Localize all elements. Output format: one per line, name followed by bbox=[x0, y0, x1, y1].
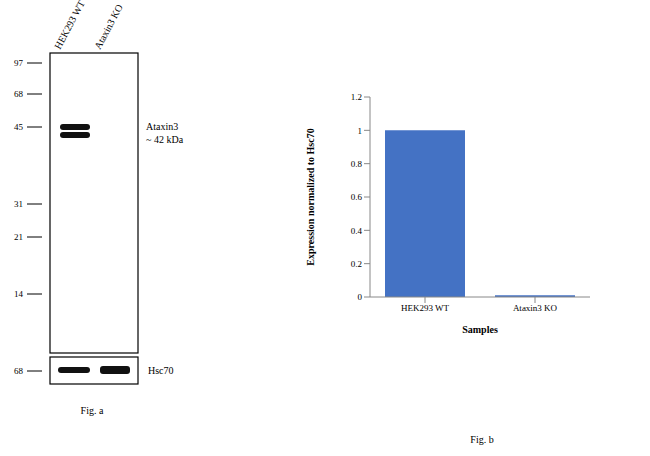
svg-text:14: 14 bbox=[14, 289, 24, 299]
svg-text:HEK293 WT: HEK293 WT bbox=[401, 303, 450, 313]
svg-text:31: 31 bbox=[14, 199, 23, 209]
svg-text:Samples: Samples bbox=[462, 324, 498, 335]
svg-text:21: 21 bbox=[14, 232, 23, 242]
svg-text:Hsc70: Hsc70 bbox=[148, 365, 174, 376]
svg-text:Ataxin3 KO: Ataxin3 KO bbox=[513, 303, 558, 313]
svg-text:0.6: 0.6 bbox=[351, 192, 363, 202]
svg-text:Expression normalized to Hsc70: Expression normalized to Hsc70 bbox=[305, 128, 316, 265]
svg-text:~ 42 kDa: ~ 42 kDa bbox=[146, 134, 184, 145]
svg-text:0.8: 0.8 bbox=[351, 159, 363, 169]
svg-text:Ataxin3: Ataxin3 bbox=[146, 121, 178, 132]
svg-text:Fig. b: Fig. b bbox=[470, 434, 493, 445]
svg-text:Ataxin3 KO: Ataxin3 KO bbox=[92, 2, 125, 51]
svg-text:1.2: 1.2 bbox=[351, 92, 362, 102]
svg-text:45: 45 bbox=[14, 122, 24, 132]
svg-text:1: 1 bbox=[358, 126, 363, 136]
svg-text:Fig. a: Fig. a bbox=[81, 405, 104, 416]
svg-text:HEK293 WT: HEK293 WT bbox=[52, 0, 87, 51]
svg-text:0: 0 bbox=[358, 292, 363, 302]
svg-text:0.4: 0.4 bbox=[351, 226, 363, 236]
svg-text:68: 68 bbox=[14, 89, 24, 99]
svg-text:0.2: 0.2 bbox=[351, 259, 362, 269]
svg-text:68: 68 bbox=[14, 366, 24, 376]
svg-text:97: 97 bbox=[14, 58, 24, 68]
